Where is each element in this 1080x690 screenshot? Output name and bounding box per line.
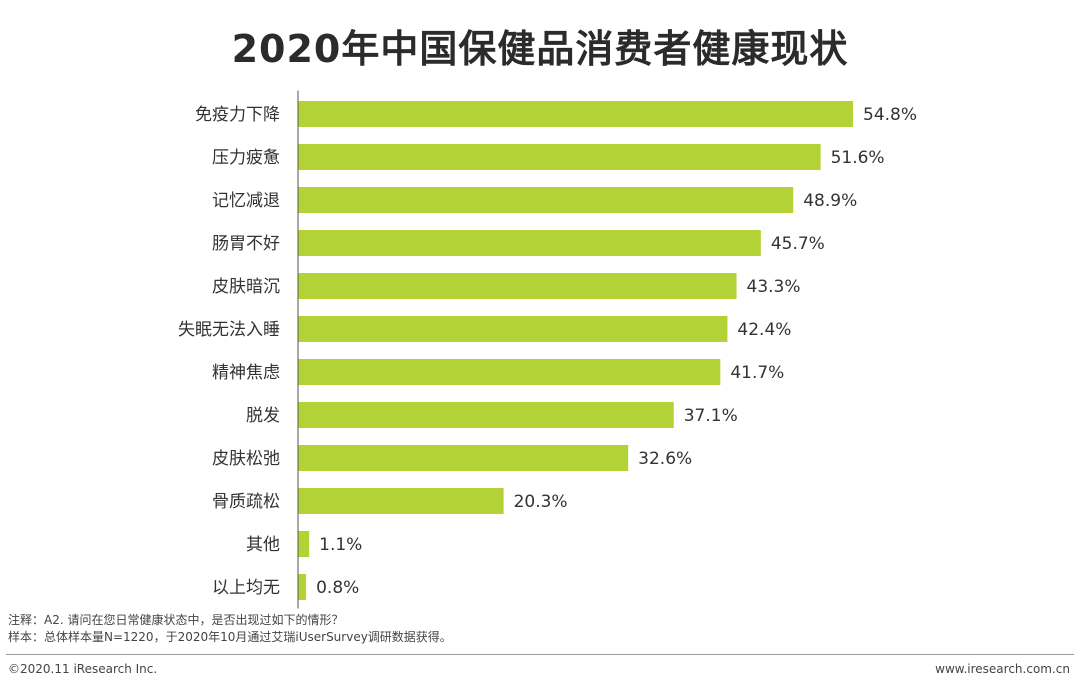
value-label-3: 48.9%	[803, 191, 857, 211]
value-label-9: 32.6%	[638, 449, 692, 469]
value-label-7: 41.7%	[730, 363, 784, 383]
copyright-text: ©2020.11 iResearch Inc.	[8, 662, 158, 676]
value-label-6: 42.4%	[737, 320, 791, 340]
value-label-4: 45.7%	[771, 234, 825, 254]
category-label-10: 骨质疏松	[212, 492, 280, 512]
category-label-5: 皮肤暗沉	[212, 277, 280, 297]
value-label-10: 20.3%	[514, 492, 568, 512]
value-label-12: 0.8%	[316, 578, 359, 598]
note-sample: 样本：总体样本量N=1220，于2020年10月通过艾瑞iUserSurvey调…	[8, 630, 452, 644]
category-label-6: 失眠无法入睡	[178, 320, 280, 340]
bar-11	[298, 531, 310, 557]
bar-5	[298, 273, 737, 299]
category-label-3: 记忆减退	[212, 191, 280, 211]
category-label-7: 精神焦虑	[212, 363, 280, 383]
bar-1	[298, 101, 853, 127]
chart-title: 2020年中国保健品消费者健康现状	[231, 27, 849, 71]
bar-10	[298, 488, 504, 514]
category-label-8: 脱发	[246, 406, 280, 426]
chart-notes: 注释：A2. 请问在您日常健康状态中，是否出现过如下的情形？ 样本：总体样本量N…	[8, 612, 452, 646]
category-label-1: 免疫力下降	[195, 105, 280, 125]
note-question: 注释：A2. 请问在您日常健康状态中，是否出现过如下的情形？	[8, 613, 344, 627]
value-label-5: 43.3%	[747, 277, 801, 297]
bar-3	[298, 187, 794, 213]
category-label-11: 其他	[246, 535, 280, 555]
bar-chart: 免疫力下降 54.8% 压力疲惫 51.6% 记忆减退 48.9% 肠胃不好 45.7% 皮肤暗…	[178, 90, 917, 609]
bar-4	[298, 230, 761, 256]
value-label-1: 54.8%	[863, 105, 917, 125]
value-label-11: 1.1%	[319, 535, 362, 555]
footer-divider	[6, 654, 1074, 655]
bar-2	[298, 144, 821, 170]
category-label-2: 压力疲惫	[212, 148, 280, 168]
value-label-2: 51.6%	[831, 148, 885, 168]
website-link[interactable]: www.iresearch.com.cn	[935, 662, 1070, 676]
value-label-8: 37.1%	[684, 406, 738, 426]
bar-7	[298, 359, 721, 385]
bar-8	[298, 402, 674, 428]
category-label-4: 肠胃不好	[212, 234, 280, 254]
bar-12	[298, 574, 307, 600]
bar-9	[298, 445, 629, 471]
category-label-9: 皮肤松弛	[212, 449, 280, 469]
category-label-12: 以上均无	[212, 578, 280, 598]
bar-6	[298, 316, 728, 342]
